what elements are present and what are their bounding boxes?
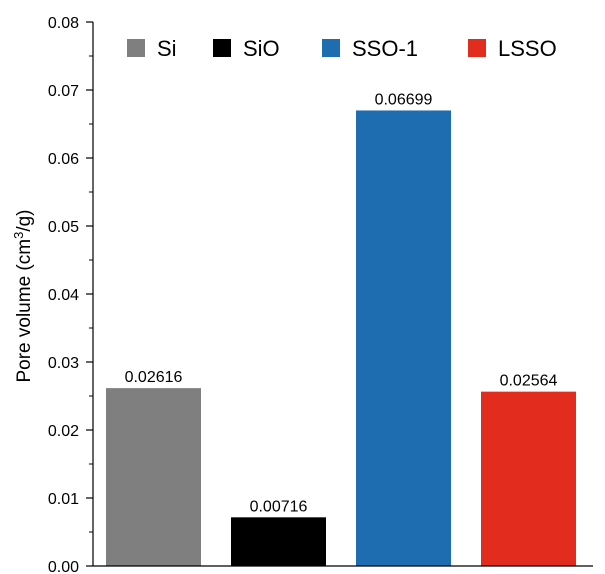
legend-label-sio: SiO <box>243 36 280 61</box>
y-axis-ticks: 0.00 0.01 0.02 0.03 0.04 0.05 0.06 0.07 0.08 <box>48 15 93 574</box>
data-label-si: 0.02616 <box>125 369 183 386</box>
y-tick-label: 0.08 <box>48 15 79 32</box>
y-tick-label: 0.02 <box>48 423 79 440</box>
legend-swatch-si <box>127 39 145 57</box>
y-tick-label: 0.03 <box>48 355 79 372</box>
bar-sso-1 <box>356 110 451 566</box>
bar-sio <box>231 517 326 566</box>
y-tick-label: 0.01 <box>48 491 79 508</box>
legend: Si SiO SSO-1 LSSO <box>127 36 557 61</box>
y-axis-title: Pore volume (cm3/g) <box>11 209 35 382</box>
bars <box>106 110 576 566</box>
y-axis-title-sup: 3 <box>11 232 26 239</box>
legend-swatch-lsso <box>468 39 486 57</box>
y-tick-label: 0.05 <box>48 219 79 236</box>
y-tick-label: 0.07 <box>48 83 79 100</box>
y-axis-title-suffix: /g) <box>14 209 35 231</box>
bar-si <box>106 388 201 566</box>
y-tick-label: 0.06 <box>48 151 79 168</box>
data-label-sio: 0.00716 <box>250 498 308 515</box>
y-axis-title-prefix: Pore volume (cm <box>14 239 35 383</box>
data-labels: 0.02616 0.00716 0.06699 0.02564 <box>125 91 558 515</box>
legend-swatch-sio <box>213 39 231 57</box>
legend-label-si: Si <box>157 36 177 61</box>
legend-swatch-sso-1 <box>322 39 340 57</box>
data-label-sso-1: 0.06699 <box>375 91 433 108</box>
legend-label-sso-1: SSO-1 <box>352 36 418 61</box>
y-tick-label: 0.00 <box>48 559 79 574</box>
data-label-lsso: 0.02564 <box>500 373 558 390</box>
legend-label-lsso: LSSO <box>498 36 557 61</box>
bar-lsso <box>481 391 576 566</box>
y-tick-label: 0.04 <box>48 287 79 304</box>
